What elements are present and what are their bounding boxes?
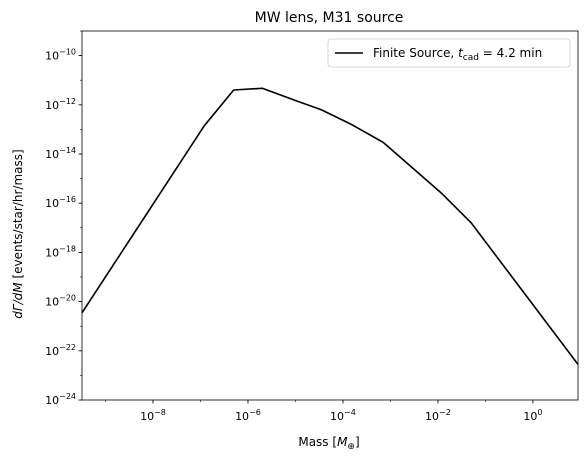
y-tick-label: 10−12 (45, 97, 76, 112)
legend-box (327, 38, 571, 68)
plot-frame (81, 30, 579, 401)
x-axis-label: Mass [M⊕] (298, 435, 359, 452)
y-tick-label: 10−24 (45, 392, 76, 407)
y-tick-label: 10−14 (45, 146, 76, 161)
y-axis-label: dΓ/dM [events/star/hr/mass] (11, 149, 25, 318)
x-tick-label: 10−8 (140, 408, 166, 423)
y-axis: 10−24 10−22 10−20 10−18 10−16 10−14 10−12 10−10 (45, 30, 82, 407)
legend-entry-label: Finite Source, tcad = 4.2 min (373, 46, 542, 63)
y-tick-label: 10−22 (45, 343, 76, 358)
chart-title: MW lens, M31 source (255, 10, 404, 26)
y-tick-label: 10−10 (45, 48, 76, 63)
x-tick-label: 10−4 (330, 408, 356, 423)
x-tick-label: 10−2 (425, 408, 451, 423)
legend: Finite Source, tcad = 4.2 min (327, 38, 571, 68)
y-tick-label: 10−16 (45, 195, 76, 210)
series-line (81, 87, 579, 365)
plot-area (81, 87, 579, 365)
x-axis: 10−8 10−6 10−4 10−2 100 (105, 400, 542, 423)
x-tick-label: 100 (523, 408, 542, 423)
x-tick-label: 10−6 (235, 408, 261, 423)
y-tick-label: 10−20 (45, 294, 76, 309)
y-tick-label: 10−18 (45, 244, 76, 259)
